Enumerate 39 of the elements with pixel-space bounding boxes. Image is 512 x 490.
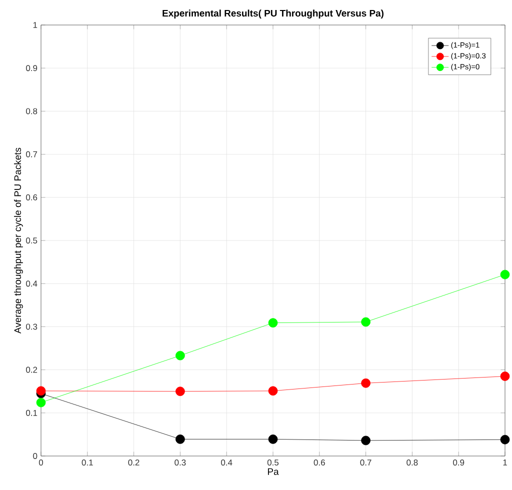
x-tick-label: 0.4	[221, 460, 232, 466]
point	[361, 378, 370, 388]
x-tick-label: 0.8	[406, 460, 418, 466]
x-tick-label: 0.5	[267, 460, 279, 466]
x-tick-label: 0.6	[314, 460, 325, 466]
x-tick-label: 1	[503, 460, 507, 466]
y-tick-label: 0.6	[26, 194, 38, 200]
y-tick-label: 0.3	[26, 324, 38, 330]
y-axis-title: Average throughput per cycle of PU Packets	[14, 148, 23, 334]
point	[500, 372, 510, 381]
point	[176, 434, 185, 444]
x-tick-label: 0	[38, 460, 44, 466]
y-tick-label: 0.7	[26, 151, 38, 158]
y-tick-label: 0.8	[26, 108, 38, 114]
y-tick-label: 0.4	[26, 280, 38, 287]
point	[361, 317, 370, 327]
x-tick-label: 0.7	[360, 460, 372, 466]
y-tick-label: 0.1	[26, 410, 38, 416]
chart-title: Experimental Results( PU Throughput Versus Pa)	[162, 10, 384, 18]
point	[36, 398, 46, 408]
point	[268, 318, 278, 328]
point	[36, 386, 46, 396]
point	[176, 350, 185, 360]
x-axis-title: Pa	[268, 468, 279, 475]
y-tick-label: 0.5	[26, 238, 38, 244]
point	[500, 434, 510, 444]
y-tick-label: 0.9	[26, 65, 38, 72]
x-tick-label: 0.3	[174, 460, 186, 466]
x-tick-label: 0.2	[128, 460, 140, 466]
point	[361, 436, 370, 446]
x-tick-label: 0.9	[453, 460, 464, 466]
point	[268, 434, 278, 444]
point	[176, 386, 185, 396]
point	[500, 270, 510, 280]
y-tick-label: 1	[33, 22, 38, 28]
y-tick-label: 0	[33, 453, 38, 459]
point	[268, 386, 278, 396]
y-tick-label: 0.2	[26, 366, 38, 373]
x-tick-label: 0.1	[82, 460, 93, 466]
